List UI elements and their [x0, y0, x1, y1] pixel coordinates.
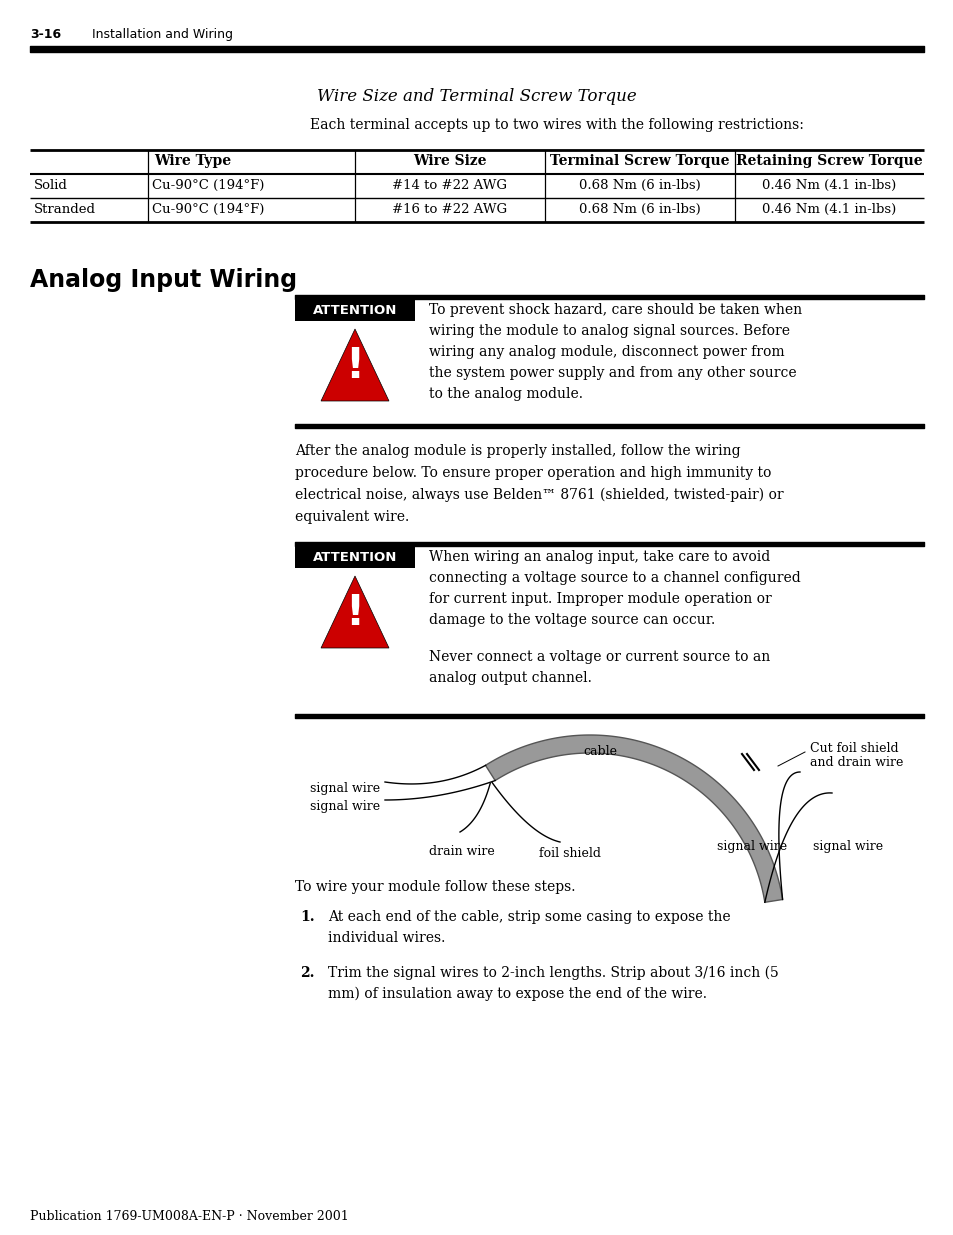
Text: to the analog module.: to the analog module. — [429, 387, 582, 401]
Text: Solid: Solid — [34, 179, 68, 191]
Bar — [294, 299, 415, 321]
Text: mm) of insulation away to expose the end of the wire.: mm) of insulation away to expose the end… — [328, 987, 706, 1002]
Text: Wire Size: Wire Size — [413, 154, 486, 168]
Text: Wire Size and Terminal Screw Torque: Wire Size and Terminal Screw Torque — [316, 88, 637, 105]
Text: ATTENTION: ATTENTION — [313, 551, 396, 564]
Text: analog output channel.: analog output channel. — [429, 671, 591, 685]
Text: Terminal Screw Torque: Terminal Screw Torque — [550, 154, 729, 168]
Text: When wiring an analog input, take care to avoid: When wiring an analog input, take care t… — [429, 550, 769, 564]
Text: individual wires.: individual wires. — [328, 931, 445, 945]
Text: #14 to #22 AWG: #14 to #22 AWG — [392, 179, 507, 191]
Text: wiring any analog module, disconnect power from: wiring any analog module, disconnect pow… — [429, 345, 783, 359]
Text: procedure below. To ensure proper operation and high immunity to: procedure below. To ensure proper operat… — [294, 466, 771, 480]
Text: Never connect a voltage or current source to an: Never connect a voltage or current sourc… — [429, 650, 769, 664]
Bar — [294, 546, 415, 568]
Text: 0.68 Nm (6 in-lbs): 0.68 Nm (6 in-lbs) — [578, 203, 700, 216]
Text: 0.46 Nm (4.1 in-lbs): 0.46 Nm (4.1 in-lbs) — [761, 179, 896, 191]
Text: wiring the module to analog signal sources. Before: wiring the module to analog signal sourc… — [429, 324, 789, 338]
Text: To wire your module follow these steps.: To wire your module follow these steps. — [294, 881, 575, 894]
Text: and drain wire: and drain wire — [809, 756, 902, 769]
Text: the system power supply and from any other source: the system power supply and from any oth… — [429, 366, 796, 380]
Text: connecting a voltage source to a channel configured: connecting a voltage source to a channel… — [429, 571, 800, 585]
Text: foil shield: foil shield — [538, 847, 600, 860]
Text: #16 to #22 AWG: #16 to #22 AWG — [392, 203, 507, 216]
Polygon shape — [320, 329, 389, 401]
Text: To prevent shock hazard, care should be taken when: To prevent shock hazard, care should be … — [429, 303, 801, 317]
Text: 3-16: 3-16 — [30, 28, 61, 41]
Text: signal wire: signal wire — [812, 840, 882, 853]
Text: 2.: 2. — [299, 966, 314, 981]
Text: Retaining Screw Torque: Retaining Screw Torque — [736, 154, 922, 168]
Text: cable: cable — [582, 745, 617, 758]
Text: damage to the voltage source can occur.: damage to the voltage source can occur. — [429, 613, 715, 627]
Text: 1.: 1. — [299, 910, 314, 924]
Text: Installation and Wiring: Installation and Wiring — [91, 28, 233, 41]
Text: drain wire: drain wire — [429, 845, 495, 858]
Text: After the analog module is properly installed, follow the wiring: After the analog module is properly inst… — [294, 445, 740, 458]
Text: for current input. Improper module operation or: for current input. Improper module opera… — [429, 592, 771, 606]
Polygon shape — [320, 576, 389, 648]
Polygon shape — [485, 735, 781, 903]
Text: Publication 1769-UM008A-EN-P · November 2001: Publication 1769-UM008A-EN-P · November … — [30, 1210, 349, 1223]
Text: Stranded: Stranded — [34, 203, 96, 216]
Text: 0.68 Nm (6 in-lbs): 0.68 Nm (6 in-lbs) — [578, 179, 700, 191]
Text: equivalent wire.: equivalent wire. — [294, 510, 409, 524]
Text: Cut foil shield: Cut foil shield — [809, 742, 898, 755]
Text: At each end of the cable, strip some casing to expose the: At each end of the cable, strip some cas… — [328, 910, 730, 924]
Text: !: ! — [345, 593, 364, 635]
Text: signal wire: signal wire — [717, 840, 786, 853]
Text: !: ! — [345, 346, 364, 388]
Text: electrical noise, always use Belden™ 8761 (shielded, twisted-pair) or: electrical noise, always use Belden™ 876… — [294, 488, 782, 503]
Text: Cu-90°C (194°F): Cu-90°C (194°F) — [152, 203, 264, 216]
Text: signal wire: signal wire — [310, 782, 379, 795]
Text: Wire Type: Wire Type — [153, 154, 231, 168]
Text: Each terminal accepts up to two wires with the following restrictions:: Each terminal accepts up to two wires wi… — [310, 119, 803, 132]
Text: Trim the signal wires to 2-inch lengths. Strip about 3/16 inch (5: Trim the signal wires to 2-inch lengths.… — [328, 966, 778, 981]
Text: Analog Input Wiring: Analog Input Wiring — [30, 268, 296, 291]
Text: 0.46 Nm (4.1 in-lbs): 0.46 Nm (4.1 in-lbs) — [761, 203, 896, 216]
Text: signal wire: signal wire — [310, 800, 379, 813]
Text: ATTENTION: ATTENTION — [313, 304, 396, 317]
Text: Cu-90°C (194°F): Cu-90°C (194°F) — [152, 179, 264, 191]
